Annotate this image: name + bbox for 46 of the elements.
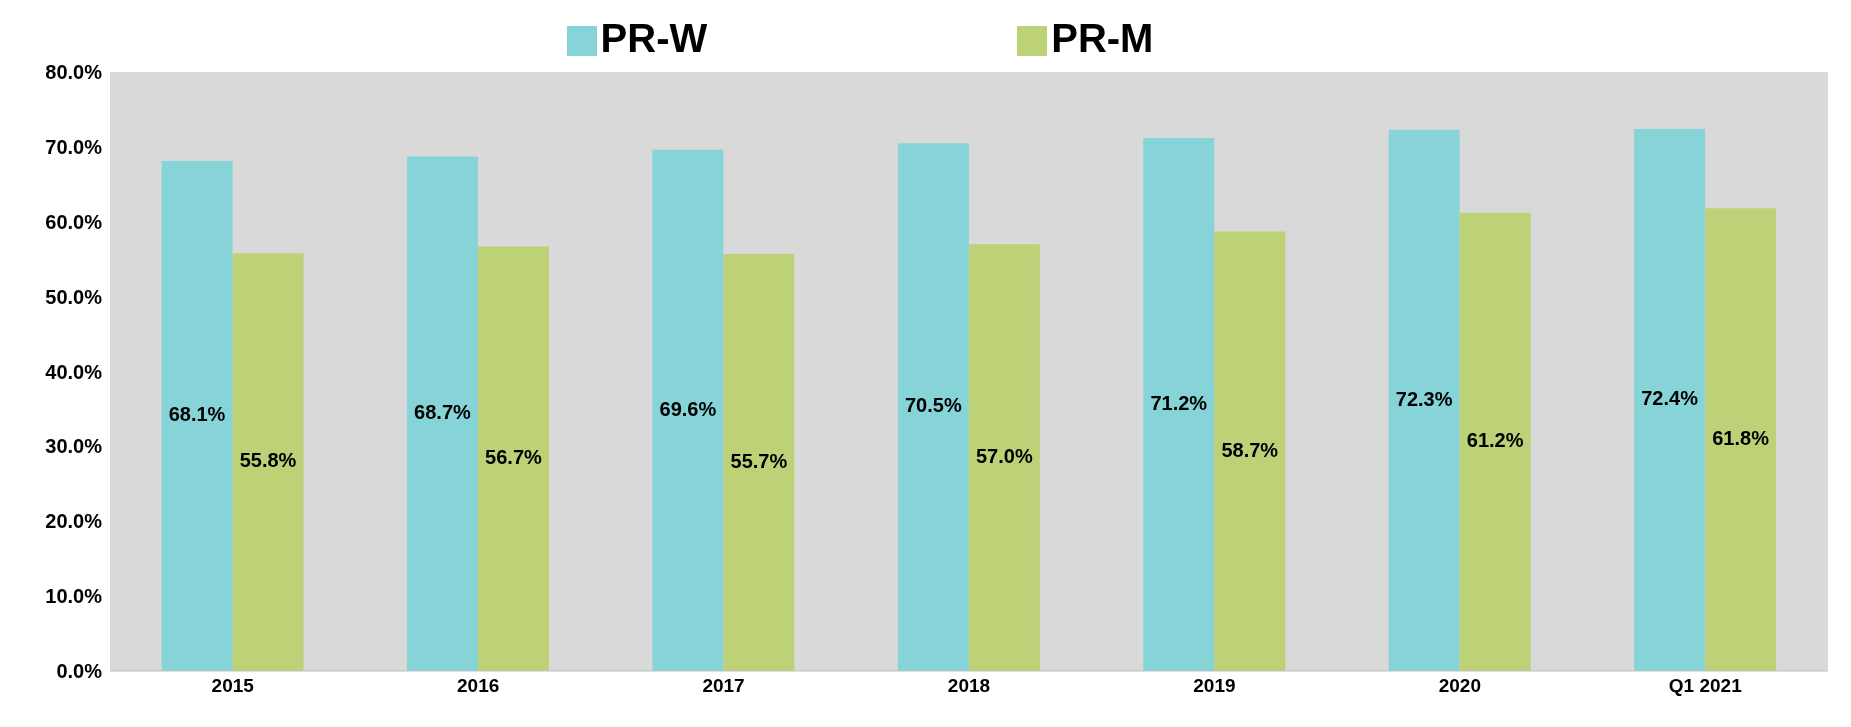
y-tick-label: 60.0% <box>45 210 103 233</box>
y-tick-label: 50.0% <box>45 285 103 308</box>
data-label: 69.6% <box>659 397 717 420</box>
data-label: 68.7% <box>414 401 472 424</box>
bar <box>1214 231 1286 671</box>
bar <box>1705 208 1777 671</box>
data-label: 55.7% <box>730 449 788 472</box>
x-tick-label: 2020 <box>1438 675 1481 697</box>
bar <box>1143 137 1215 671</box>
bar <box>652 149 724 671</box>
y-tick-label: 30.0% <box>45 435 103 458</box>
bar <box>477 246 549 671</box>
data-label: 57.0% <box>975 444 1033 467</box>
data-label: 61.8% <box>1712 426 1770 449</box>
bar <box>406 156 478 671</box>
y-tick-label: 70.0% <box>45 135 103 158</box>
data-label: 72.4% <box>1641 387 1699 410</box>
bar <box>1388 129 1460 671</box>
data-label: 58.7% <box>1221 438 1279 461</box>
data-label: 71.2% <box>1150 391 1208 414</box>
x-tick-label: 2017 <box>702 675 745 697</box>
y-tick-label: 10.0% <box>45 585 103 608</box>
bar <box>968 244 1040 671</box>
y-tick-label: 80.0% <box>45 61 103 84</box>
bar <box>723 253 795 671</box>
data-label: 55.8% <box>239 449 297 472</box>
y-tick-label: 40.0% <box>45 360 103 383</box>
x-tick-label: 2016 <box>457 675 500 697</box>
x-tick-label: 2015 <box>211 675 255 697</box>
legend-label: PR-W <box>600 16 708 60</box>
bar <box>1459 212 1531 671</box>
data-label: 72.3% <box>1395 387 1453 410</box>
y-tick-label: 0.0% <box>56 660 103 683</box>
bar <box>232 253 304 671</box>
y-tick-label: 20.0% <box>45 510 103 533</box>
x-tick-label: 2018 <box>947 675 991 697</box>
data-label: 68.1% <box>168 403 226 426</box>
x-tick-label: Q1 2021 <box>1668 675 1743 697</box>
legend-label: PR-M <box>1051 16 1154 60</box>
bar <box>897 143 969 671</box>
bar <box>161 161 233 671</box>
bar <box>1634 128 1706 671</box>
data-label: 56.7% <box>485 446 543 469</box>
x-tick-label: 2019 <box>1193 675 1236 697</box>
data-label: 61.2% <box>1466 429 1524 452</box>
data-label: 70.5% <box>904 394 962 417</box>
